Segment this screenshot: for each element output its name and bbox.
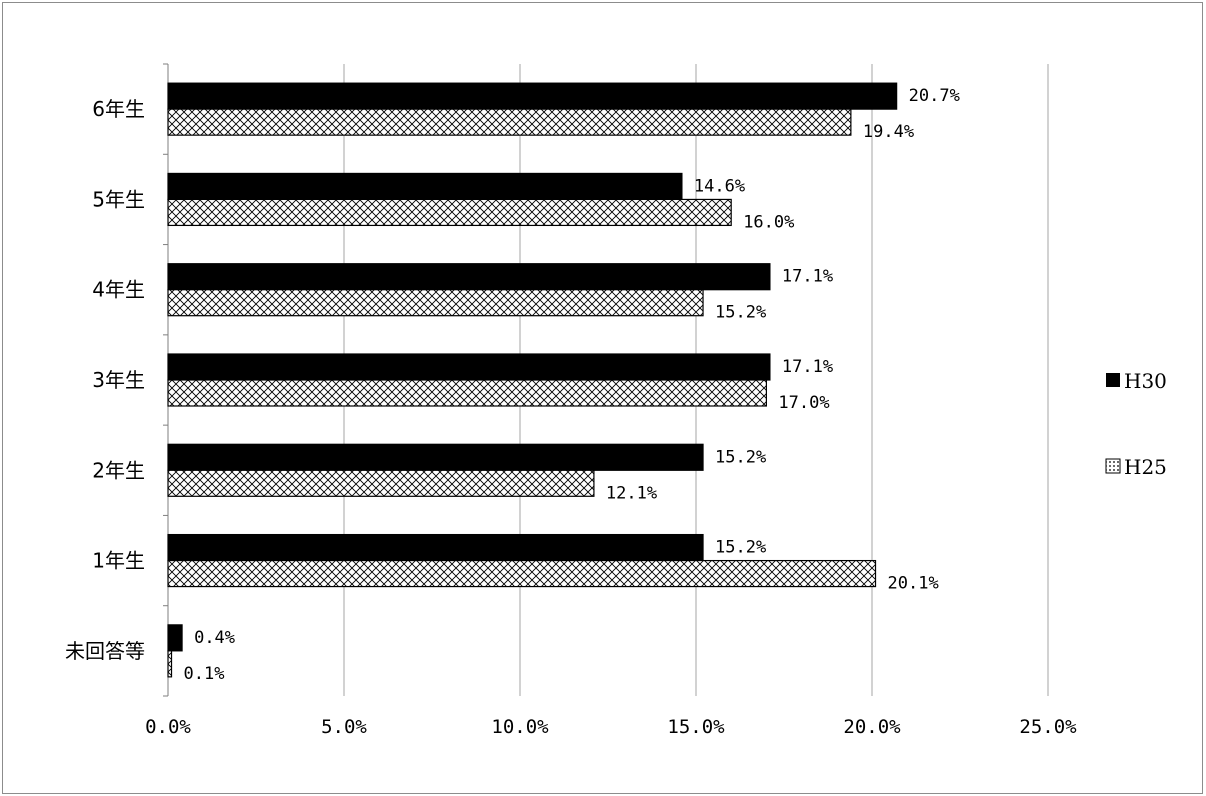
data-label-h30: 14.6%: [694, 176, 745, 196]
category-label: 5年生: [92, 187, 145, 211]
category-label: 未回答等: [65, 639, 145, 663]
bar-h25: [167, 559, 877, 588]
data-label-h30: 17.1%: [782, 357, 833, 377]
data-label-h30: 15.2%: [715, 538, 766, 558]
data-label-h25: 12.1%: [606, 483, 657, 503]
legend-label-h30: H30: [1124, 369, 1167, 393]
x-tick-label: 25.0%: [1019, 716, 1077, 738]
bar-h30: [167, 353, 771, 381]
x-tick-label: 15.0%: [667, 716, 725, 738]
data-label-h25: 16.0%: [743, 212, 794, 232]
bar-h25: [167, 650, 173, 678]
x-tick-label: 0.0%: [145, 716, 191, 738]
legend-swatch-h25: [1105, 458, 1121, 474]
data-label-h30: 0.4%: [194, 628, 235, 648]
category-label: 4年生: [92, 278, 145, 302]
legend-label-h25: H25: [1124, 455, 1167, 479]
bar-h30: [167, 443, 704, 471]
data-label-h25: 20.1%: [888, 574, 939, 594]
x-tick-label: 20.0%: [843, 716, 901, 738]
bar-h25: [167, 108, 852, 136]
x-tick-label: 10.0%: [491, 716, 549, 738]
data-label-h30: 17.1%: [782, 267, 833, 287]
bar-h25: [167, 289, 704, 317]
x-axis-ticks: 0.0% 5.0% 10.0% 15.0% 20.0% 25.0%: [145, 716, 1077, 738]
data-label-h25: 0.1%: [184, 664, 225, 684]
bar-h25: [167, 198, 732, 227]
data-label-h30: 20.7%: [909, 86, 960, 106]
data-label-h25: 17.0%: [778, 393, 829, 413]
bar-h30: [167, 624, 183, 652]
bar-h25: [167, 469, 595, 497]
bar-h30: [167, 263, 771, 291]
bar-h25: [167, 379, 768, 407]
data-label-h25: 19.4%: [863, 122, 914, 142]
legend: H30 H25: [1105, 369, 1167, 479]
bar-h30: [167, 172, 683, 201]
bar-h30: [167, 82, 898, 110]
bars: [167, 82, 898, 678]
data-label-h30: 15.2%: [715, 447, 766, 467]
data-labels: 20.7% 19.4% 14.6% 16.0% 17.1% 15.2% 17.1% 17.0%…: [184, 86, 960, 684]
legend-swatch-h30: [1106, 373, 1120, 387]
bar-h30: [167, 533, 704, 562]
data-label-h25: 15.2%: [715, 303, 766, 323]
category-label: 1年生: [92, 549, 145, 573]
category-label: 2年生: [92, 458, 145, 482]
x-tick-label: 5.0%: [321, 716, 367, 738]
category-label: 6年生: [92, 97, 145, 121]
category-label: 3年生: [92, 368, 145, 392]
